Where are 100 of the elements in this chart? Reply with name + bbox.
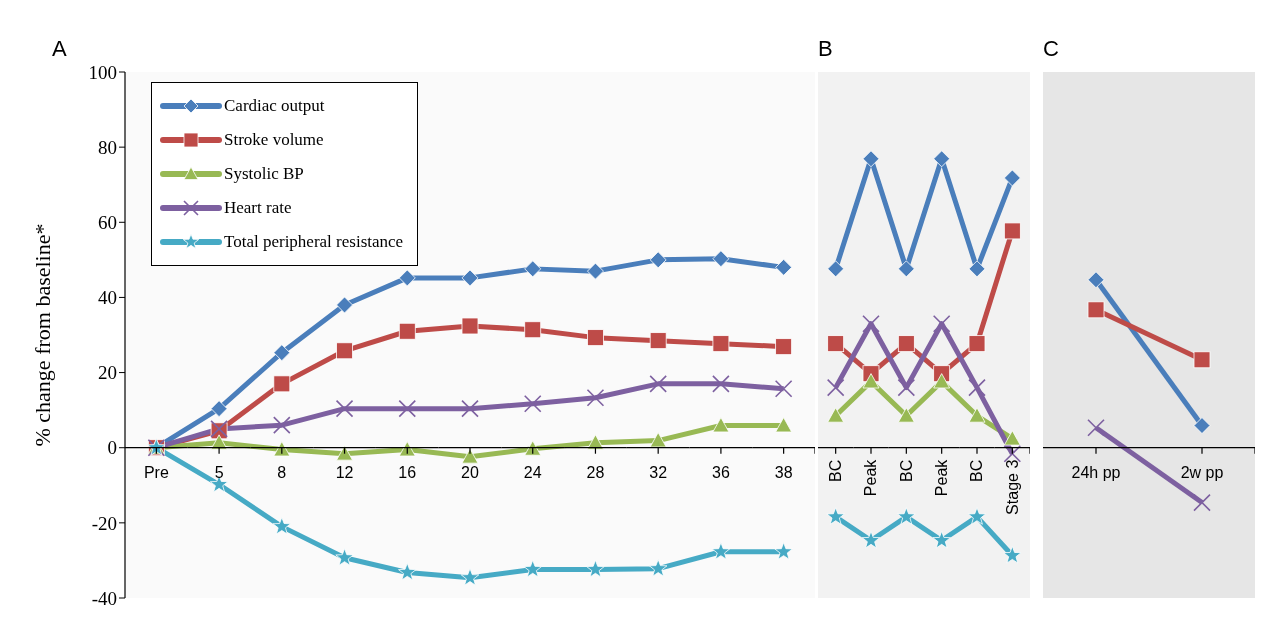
- point: [273, 375, 291, 393]
- y-tick-label: 60: [98, 212, 117, 234]
- point: [1003, 545, 1022, 564]
- x-tick-label: 2w pp: [1180, 463, 1224, 481]
- x-tick-label: 8: [277, 463, 287, 481]
- point: [273, 416, 291, 434]
- x-tick-label: Peak: [933, 458, 951, 497]
- point: [587, 329, 604, 347]
- point: [827, 407, 845, 423]
- point: [826, 507, 845, 525]
- legend-label: Cardiac output: [224, 96, 325, 116]
- point: [523, 559, 542, 578]
- x-tick-label: BC: [897, 459, 915, 482]
- point: [524, 440, 542, 456]
- point: [1193, 351, 1211, 369]
- point: [862, 150, 880, 168]
- point: [336, 445, 353, 461]
- point: [897, 407, 915, 423]
- x-tick-label: 32: [649, 463, 668, 481]
- point: [523, 394, 542, 413]
- legend-label: Stroke volume: [224, 130, 324, 150]
- legend-label: Total peripheral resistance: [224, 232, 404, 252]
- x-tick-label: 36: [712, 463, 730, 481]
- x-tick-label: 28: [586, 463, 605, 481]
- chart-title: C: [1043, 36, 1059, 62]
- point: [586, 388, 605, 407]
- point: [587, 262, 604, 280]
- point: [861, 530, 881, 549]
- point: [712, 250, 730, 268]
- point: [932, 314, 951, 333]
- y-tick-label: -40: [91, 587, 117, 609]
- x-tick-label: 24h pp: [1071, 463, 1121, 481]
- point: [398, 269, 416, 287]
- point: [827, 335, 845, 353]
- y-tick-label: 20: [98, 362, 117, 384]
- point: [775, 417, 793, 433]
- legend-label: Systolic BP: [224, 164, 304, 184]
- point: [649, 375, 667, 393]
- x-tick-label: 38: [774, 463, 793, 481]
- point: [1003, 169, 1021, 187]
- x-tick-label: 20: [461, 463, 479, 481]
- point: [210, 400, 228, 418]
- point: [649, 332, 667, 350]
- point: [461, 448, 479, 464]
- point: [1003, 222, 1021, 240]
- point: [968, 335, 986, 353]
- point: [897, 507, 916, 525]
- point: [1087, 301, 1105, 319]
- point: [968, 378, 986, 397]
- point: [712, 375, 730, 393]
- x-tick-label: Stage 3: [1003, 459, 1021, 515]
- chart-title: B: [818, 36, 833, 62]
- x-tick-label: 16: [398, 463, 417, 481]
- y-tick-label: 80: [98, 136, 117, 158]
- point: [335, 399, 354, 418]
- legend-label: Heart rate: [224, 198, 292, 218]
- point: [1087, 271, 1105, 289]
- point: [524, 321, 542, 339]
- point: [1003, 430, 1021, 446]
- point: [774, 542, 793, 560]
- point: [968, 407, 986, 423]
- x-tick-label: BC: [968, 459, 986, 482]
- y-tick-label: 0: [107, 437, 117, 459]
- point: [826, 378, 845, 397]
- x-tick-label: 12: [335, 463, 354, 481]
- point: [273, 344, 291, 362]
- point: [649, 251, 667, 269]
- point: [461, 269, 479, 287]
- point: [335, 548, 354, 566]
- x-tick-label: 5: [214, 463, 224, 481]
- x-tick-label: BC: [827, 459, 845, 482]
- point: [775, 338, 793, 356]
- point: [649, 559, 668, 577]
- point: [711, 542, 731, 560]
- point: [897, 260, 915, 278]
- point: [461, 317, 479, 335]
- point: [336, 342, 353, 360]
- point: [862, 314, 880, 333]
- point: [933, 373, 951, 389]
- point: [933, 150, 951, 168]
- point: [1193, 417, 1211, 434]
- point: [897, 378, 916, 397]
- point: [712, 335, 730, 353]
- point: [524, 260, 542, 278]
- chart-title: A: [52, 36, 67, 62]
- y-tick-label: 100: [88, 61, 117, 83]
- point: [1193, 493, 1211, 512]
- point: [968, 260, 986, 278]
- point: [587, 434, 604, 450]
- point: [336, 296, 353, 314]
- point: [649, 432, 667, 448]
- point: [967, 507, 987, 525]
- point: [272, 517, 291, 535]
- x-tick-label: Pre: [143, 463, 169, 481]
- point: [712, 417, 730, 433]
- x-tick-label: 24: [523, 463, 542, 481]
- point: [827, 260, 845, 278]
- point: [398, 322, 416, 340]
- point: [398, 562, 417, 581]
- x-tick-label: Peak: [862, 458, 880, 497]
